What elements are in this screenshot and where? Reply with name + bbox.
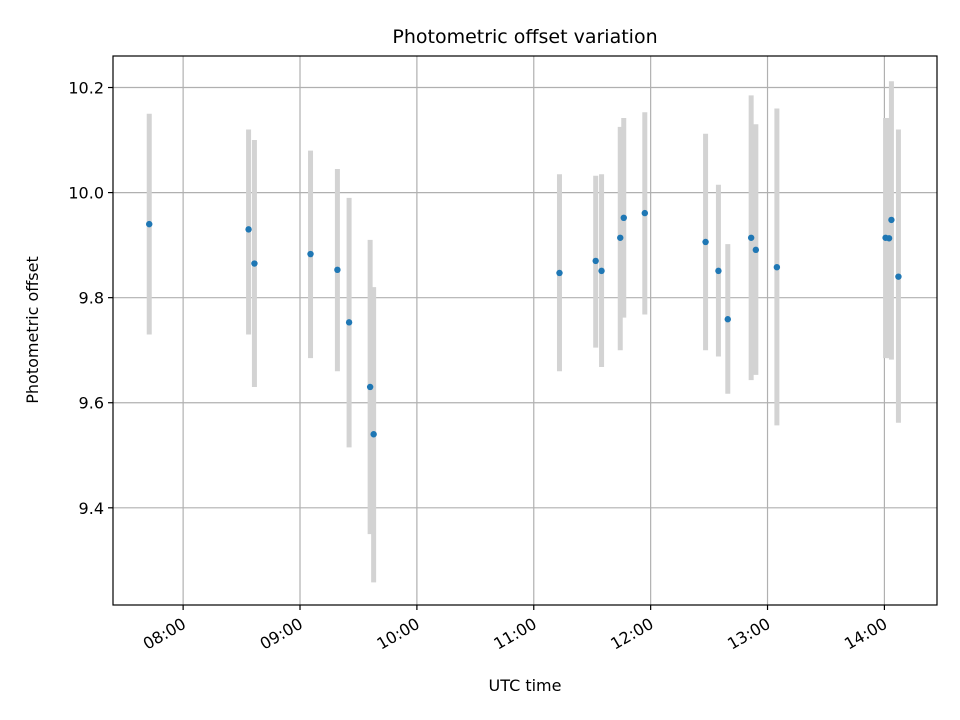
y-tick-label: 9.8 xyxy=(79,289,104,308)
data-point xyxy=(370,431,377,438)
data-point xyxy=(251,260,258,267)
data-point xyxy=(345,319,353,326)
chart-title: Photometric offset variation xyxy=(392,26,657,48)
y-tick-label: 9.6 xyxy=(79,394,104,413)
plot-frame xyxy=(112,55,938,606)
data-point xyxy=(702,238,709,246)
data-point xyxy=(895,273,902,280)
data-point xyxy=(598,267,605,275)
data-point xyxy=(146,220,153,228)
data-point xyxy=(885,235,893,242)
data-point xyxy=(334,266,341,274)
data-point xyxy=(641,209,649,217)
y-tick-label: 9.4 xyxy=(79,499,104,518)
data-point xyxy=(888,216,895,224)
data-point xyxy=(752,246,760,254)
data-point xyxy=(617,234,624,241)
y-tick-label: 10.2 xyxy=(68,79,104,98)
data-point xyxy=(773,263,781,271)
data-point xyxy=(307,250,314,258)
data-point xyxy=(747,234,755,241)
data-points xyxy=(146,209,902,438)
data-point xyxy=(245,226,252,233)
x-axis-title: UTC time xyxy=(489,676,562,695)
data-point xyxy=(724,316,731,323)
data-point xyxy=(592,257,599,265)
data-point xyxy=(715,267,722,275)
ticks xyxy=(108,86,886,610)
data-point xyxy=(620,214,627,222)
y-tick-labels: 9.4 9.6 9.8 10.0 10.2 xyxy=(68,79,104,518)
y-tick-label: 10.0 xyxy=(68,184,104,203)
data-point xyxy=(556,269,563,277)
y-axis-title: Photometric offset xyxy=(23,256,42,404)
data-point xyxy=(366,383,374,391)
